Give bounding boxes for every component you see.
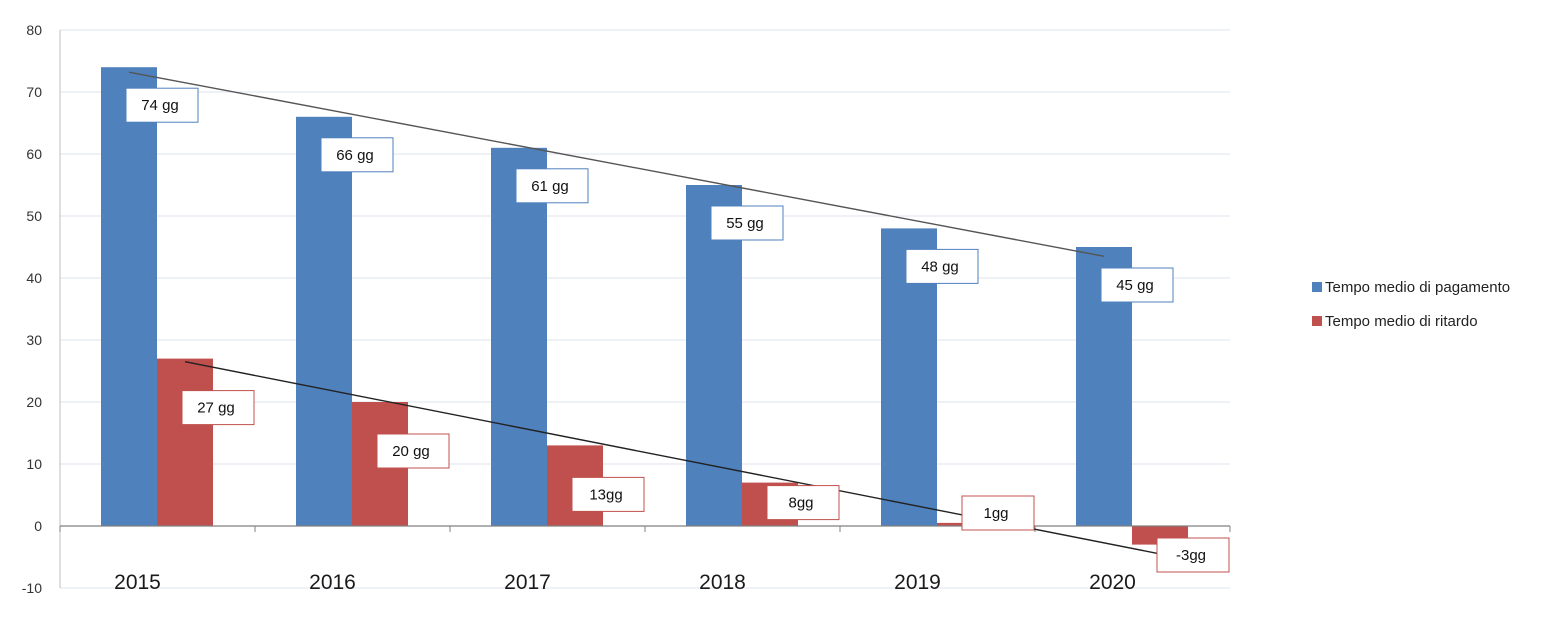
data-labels: 74 gg 66 gg 61 gg 55 gg 48 gg 45 gg 27 gg 20 gg…	[125, 87, 1230, 573]
data-label-box	[571, 476, 645, 512]
data-label-text: -3gg	[1176, 547, 1206, 564]
y-tick-label: 50	[26, 208, 42, 224]
data-label-ritardo: 1gg	[961, 495, 1035, 531]
gridlines	[60, 29, 1230, 589]
y-tick-label: 60	[26, 146, 42, 162]
data-label-pagamento: 66 gg	[320, 137, 394, 173]
data-label-text: 48 gg	[921, 258, 959, 275]
trendline-pagamento	[128, 71, 1105, 257]
data-label-ritardo: 13gg	[571, 476, 645, 512]
y-axis: 80 70 60 50 40 30 20 10 0 -10	[22, 22, 61, 596]
legend: Tempo medio di pagamento Tempo medio di r…	[1312, 279, 1510, 330]
legend-swatch	[1312, 282, 1322, 292]
data-label-text: 61 gg	[531, 178, 569, 195]
legend-item: Tempo medio di ritardo	[1312, 313, 1478, 330]
data-label-box	[515, 168, 589, 204]
x-tick-label: 2020	[1089, 571, 1136, 594]
y-tick-label: 70	[26, 84, 42, 100]
x-tick-label: 2015	[114, 571, 161, 594]
y-tick-label: 30	[26, 332, 42, 348]
y-tick-label: 0	[34, 518, 42, 534]
bar-ritardo	[157, 358, 213, 526]
x-tick-label: 2018	[699, 571, 746, 594]
category-labels: 2015 2016 2017 2018 2019 2020	[114, 571, 1136, 594]
legend-item: Tempo medio di pagamento	[1312, 279, 1510, 296]
data-label-box	[125, 87, 199, 123]
bar-pagamento	[101, 67, 157, 526]
bar-pagamento	[491, 147, 547, 527]
data-label-pagamento: 45 gg	[1100, 267, 1174, 303]
x-tick-label: 2016	[309, 571, 356, 594]
data-label-box	[1156, 537, 1230, 573]
data-label-text: 45 gg	[1116, 277, 1154, 294]
data-label-text: 66 gg	[336, 147, 374, 164]
x-tick-label: 2019	[894, 571, 941, 594]
data-label-text: 20 gg	[392, 443, 430, 460]
data-label-box	[905, 248, 979, 284]
legend-label: Tempo medio di pagamento	[1325, 279, 1510, 296]
data-label-text: 8gg	[788, 495, 813, 512]
y-tick-label: -10	[22, 580, 42, 596]
data-label-box	[1100, 267, 1174, 303]
legend-label: Tempo medio di ritardo	[1325, 313, 1478, 330]
y-tick-label: 10	[26, 456, 42, 472]
data-label-text: 13gg	[589, 486, 622, 503]
data-label-text: 1gg	[983, 505, 1008, 522]
data-label-pagamento: 74 gg	[125, 87, 199, 123]
y-tick-label: 40	[26, 270, 42, 286]
data-label-pagamento: 55 gg	[710, 205, 784, 241]
data-label-ritardo: 27 gg	[181, 390, 255, 426]
data-label-text: 55 gg	[726, 215, 764, 232]
data-label-box	[766, 485, 840, 521]
y-tick-label: 80	[26, 22, 42, 38]
data-label-ritardo: -3gg	[1156, 537, 1230, 573]
data-label-box	[320, 137, 394, 173]
x-tick-label: 2017	[504, 571, 551, 594]
data-label-pagamento: 48 gg	[905, 248, 979, 284]
data-label-box	[961, 495, 1035, 531]
data-label-text: 27 gg	[197, 400, 235, 417]
bar-pagamento	[296, 116, 352, 527]
data-label-ritardo: 20 gg	[376, 433, 450, 469]
y-tick-label: 20	[26, 394, 42, 410]
data-label-box	[181, 390, 255, 426]
data-label-box	[376, 433, 450, 469]
data-label-pagamento: 61 gg	[515, 168, 589, 204]
data-label-text: 74 gg	[141, 97, 179, 114]
x-axis	[59, 525, 1231, 532]
data-label-box	[710, 205, 784, 241]
legend-swatch	[1312, 316, 1322, 326]
bars	[101, 67, 1188, 545]
data-label-ritardo: 8gg	[766, 485, 840, 521]
